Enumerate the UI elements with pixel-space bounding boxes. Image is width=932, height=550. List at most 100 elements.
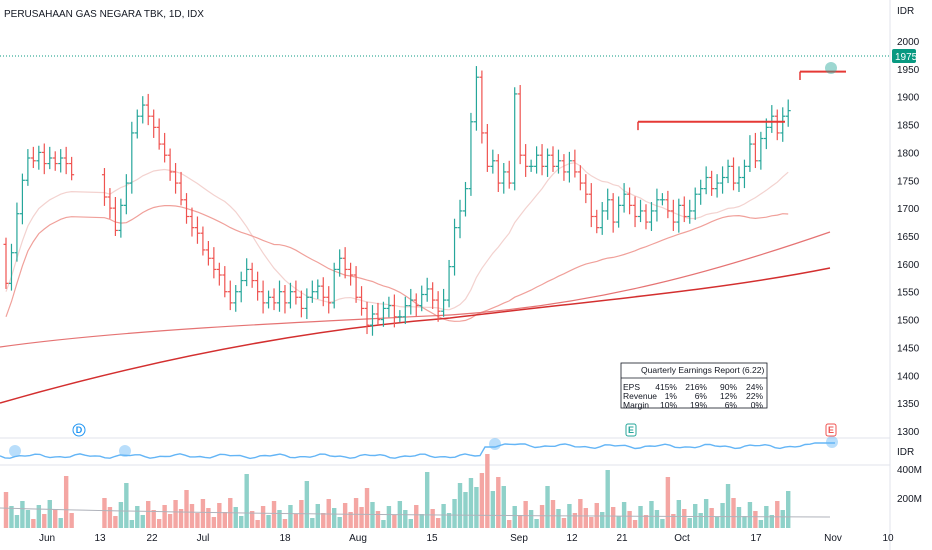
volume-bar	[14, 515, 20, 528]
last-bar-highlight	[825, 62, 837, 74]
volume-bar	[512, 506, 517, 528]
ohlc-bar	[457, 199, 463, 239]
volume-bar	[36, 505, 42, 528]
volume-bar	[184, 490, 189, 528]
ohlc-bar	[758, 131, 764, 170]
ohlc-bar	[359, 286, 365, 316]
volume-bar	[435, 518, 441, 528]
ohlc-bar	[446, 259, 452, 308]
earnings-table-row: Margin 10% 19% 6% 0%	[623, 400, 763, 410]
volume-bar	[556, 509, 561, 528]
ohlc-bar	[145, 93, 151, 126]
ohlc-bar	[375, 302, 381, 326]
ohlc-bar	[342, 247, 348, 279]
volume-bar	[720, 503, 725, 528]
volume-bar	[501, 486, 506, 528]
price-tick-label: 1450	[897, 343, 920, 354]
earnings-event-marker[interactable]: E	[625, 423, 637, 437]
volume-bar	[282, 519, 288, 528]
volume-bar	[742, 516, 747, 528]
ohlc-bar	[380, 301, 386, 327]
earnings-row-value: 0%	[751, 400, 764, 410]
ohlc-bar	[244, 258, 250, 287]
ohlc-bar	[298, 290, 304, 318]
ohlc-bar	[14, 202, 20, 262]
volume-bar	[162, 505, 167, 528]
volume-bar	[348, 512, 353, 528]
volume-bar	[589, 517, 594, 528]
volume-bar	[244, 474, 249, 528]
ohlc-bar	[462, 181, 468, 217]
ohlc-bar	[545, 148, 551, 177]
ohlc-bar	[643, 204, 649, 230]
ohlc-bar	[260, 280, 266, 314]
ohlc-bar	[501, 163, 507, 194]
time-tick-label: 22	[146, 533, 158, 544]
earnings-table: Quarterly Earnings Report (6.22) EPS 415%…	[620, 362, 768, 410]
ohlc-bar	[632, 196, 638, 228]
earnings-row-label: Revenue	[623, 391, 657, 401]
volume-bar	[53, 509, 58, 528]
dividend-event-marker[interactable]: D	[72, 423, 86, 437]
relative-strength-line	[0, 436, 838, 460]
ohlc-bar	[550, 146, 556, 172]
volume-bar	[321, 513, 326, 528]
earnings-table-row: EPS 415% 216% 90% 24%	[623, 382, 763, 392]
ohlc-bar	[216, 262, 222, 286]
ohlc-bar	[495, 154, 501, 192]
ohlc-bar	[709, 170, 715, 196]
ohlc-bar	[687, 199, 693, 224]
ohlc-bar	[430, 282, 436, 309]
ohlc-bar	[408, 288, 414, 315]
volume-bar	[42, 514, 47, 528]
volume-bar	[479, 473, 485, 528]
ohlc-bar	[665, 190, 671, 219]
ohlc-bar	[101, 168, 107, 206]
ohlc-bar	[173, 163, 179, 194]
ohlc-bar	[189, 207, 195, 237]
volume-bar	[474, 487, 479, 528]
volume-bar	[195, 513, 200, 528]
volume-bar	[621, 502, 627, 528]
ohlc-bar	[353, 266, 359, 303]
event-marker-letter: E	[628, 425, 634, 435]
ohlc-bar	[36, 145, 42, 170]
earnings-row-value: 90%	[720, 382, 737, 392]
volume-bar	[463, 492, 468, 528]
ohlc-bar	[528, 159, 534, 172]
volume-axis-ticks: 400M 200M	[897, 465, 922, 505]
ma-150-line	[0, 231, 831, 348]
ohlc-bar	[249, 262, 255, 288]
volume-bar	[124, 483, 129, 528]
volume-bar	[113, 516, 118, 528]
ohlc-bar	[348, 262, 354, 286]
volume-bar	[545, 486, 550, 528]
earnings-event-marker[interactable]: E	[825, 423, 837, 437]
ohlc-bar	[763, 118, 769, 150]
price-tick-label: 1500	[897, 316, 920, 327]
volume-bars	[0, 454, 831, 528]
ohlc-bar	[714, 174, 720, 198]
time-tick-label: 12	[566, 533, 578, 544]
ohlc-bar	[337, 249, 343, 277]
volume-bar	[758, 520, 764, 528]
volume-bar	[753, 511, 758, 528]
ohlc-bar	[512, 87, 518, 191]
volume-bar	[693, 504, 698, 528]
indicator-axis-label: IDR	[897, 447, 914, 458]
price-tick-label: 1850	[897, 121, 920, 132]
event-marker-badge	[72, 423, 86, 437]
volume-average-line	[0, 507, 831, 518]
volume-bar	[528, 510, 534, 528]
ohlc-bar	[413, 293, 419, 317]
volume-bar	[222, 512, 227, 528]
ohlc-bar	[326, 286, 332, 314]
ohlc-bar	[112, 197, 118, 236]
volume-bar	[643, 515, 649, 528]
ohlc-bar	[741, 159, 747, 189]
volume-bar	[200, 499, 206, 528]
volume-bar	[496, 477, 501, 528]
ma-20-line	[5, 162, 789, 311]
